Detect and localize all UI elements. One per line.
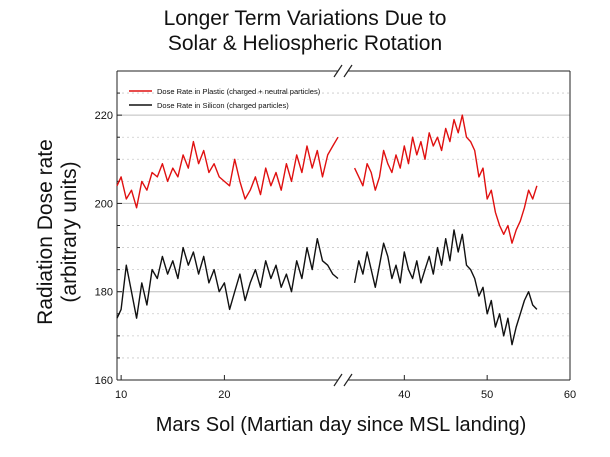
series-line-plastic [353,114,538,244]
chart-title: Longer Term Variations Due to Solar & He… [0,6,610,56]
x-tick-label: 60 [564,389,576,401]
y-tick-label: 220 [95,110,113,122]
y-tick-label: 160 [95,375,113,387]
x-axis-label: Mars Sol (Martian day since MSL landing) [155,414,527,436]
x-tick-label: 10 [115,389,127,401]
series-line-plastic [116,136,339,209]
axis-break-mark [343,373,353,387]
x-tick-label: 40 [398,389,410,401]
chart-title-line-2: Solar & Heliospheric Rotation [167,32,443,55]
chart-title-line-1: Longer Term Variations Due to [163,7,447,30]
series-line-silicon [116,237,339,319]
axis-break-mark [343,64,353,78]
series-line-silicon [353,229,538,346]
axis-break-mark [333,64,343,78]
legend-label: Dose Rate in Plastic (charged + neutral … [157,87,321,96]
y-tick-label: 200 [95,198,113,210]
y-tick-label: 180 [95,287,113,299]
legend-label: Dose Rate in Silicon (charged particles) [157,101,289,110]
axis-break-mark [333,373,343,387]
x-tick-label: 50 [481,389,493,401]
x-tick-label: 20 [218,389,230,401]
